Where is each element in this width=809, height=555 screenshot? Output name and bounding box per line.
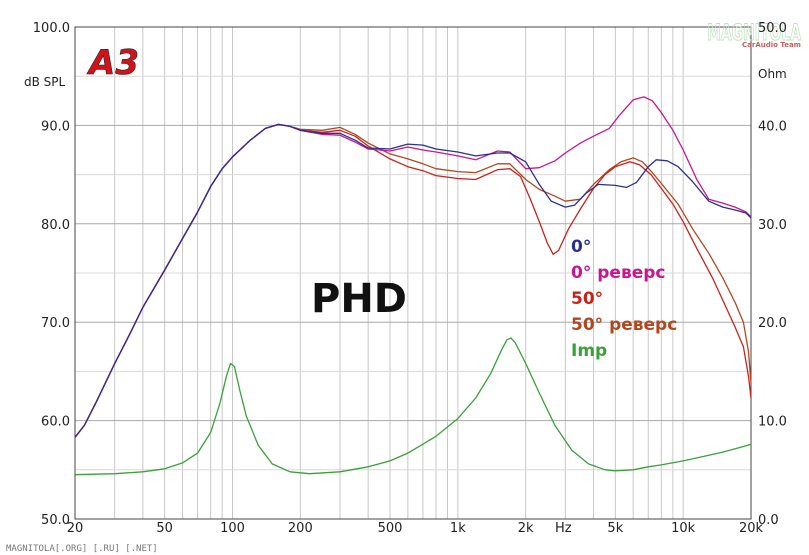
x-tick-label: 500	[378, 521, 403, 536]
x-tick-label: 5k	[607, 521, 623, 536]
y-right-tick-label: 30.0	[758, 218, 787, 233]
magnitola-watermark: MAGNITOLA CarAudio Team	[707, 21, 802, 50]
tick-labels: 20 50 100 200 500 1k 2k 5k 10k 20k 100.0 90.0 80.0 70…	[33, 21, 787, 536]
series-line-0	[74, 123, 752, 438]
footer-watermark: MAGNITOLA[.ORG] [.RU] [.NET]	[6, 544, 158, 554]
y-left-tick-label: 60.0	[41, 415, 70, 430]
legend-item-0: 0°	[571, 237, 591, 257]
x-tick-label: 200	[288, 521, 313, 536]
y-right-tick-label: 0.0	[758, 513, 779, 528]
legend: 0° 0° реверс 50° 50° реверс Imp	[571, 237, 677, 361]
watermark-brand: MAGNITOLA	[707, 21, 801, 46]
x-tick-label: 20k	[739, 521, 764, 536]
plot-border	[74, 26, 752, 520]
x-axis-unit: Hz	[555, 521, 572, 536]
x-tick-label: 2k	[518, 521, 534, 536]
legend-item-2: 50°	[571, 289, 603, 309]
model-label: PHD	[311, 276, 407, 322]
x-tick-label: 100	[220, 521, 245, 536]
y-right-tick-label: 50.0	[758, 21, 787, 36]
x-tick-label: 10k	[671, 521, 696, 536]
y-left-tick-label: 90.0	[41, 119, 70, 134]
y-right-tick-label: 10.0	[758, 415, 787, 430]
y-left-tick-label: 100.0	[33, 21, 70, 36]
legend-item-1: 0° реверс	[571, 263, 665, 283]
y-right-axis-label: Ohm	[758, 67, 787, 81]
a3-logo: A3	[86, 43, 140, 84]
y-left-tick-label: 70.0	[41, 316, 70, 331]
legend-item-4: Imp	[571, 341, 607, 361]
y-left-tick-label: 80.0	[41, 218, 70, 233]
watermark-sub: CarAudio Team	[742, 41, 801, 49]
x-tick-label: 50	[156, 521, 173, 536]
legend-item-3: 50° реверс	[571, 315, 677, 335]
series-line-4	[74, 337, 752, 476]
y-right-tick-label: 40.0	[758, 119, 787, 134]
logo-text: A3	[86, 43, 139, 83]
x-tick-label: 1k	[450, 521, 466, 536]
curves	[74, 96, 752, 476]
y-right-tick-label: 20.0	[758, 316, 787, 331]
y-left-axis-label: dB SPL	[24, 75, 66, 89]
y-left-tick-label: 50.0	[41, 513, 70, 528]
x-tick-label: 20	[67, 521, 84, 536]
grid	[75, 27, 751, 519]
